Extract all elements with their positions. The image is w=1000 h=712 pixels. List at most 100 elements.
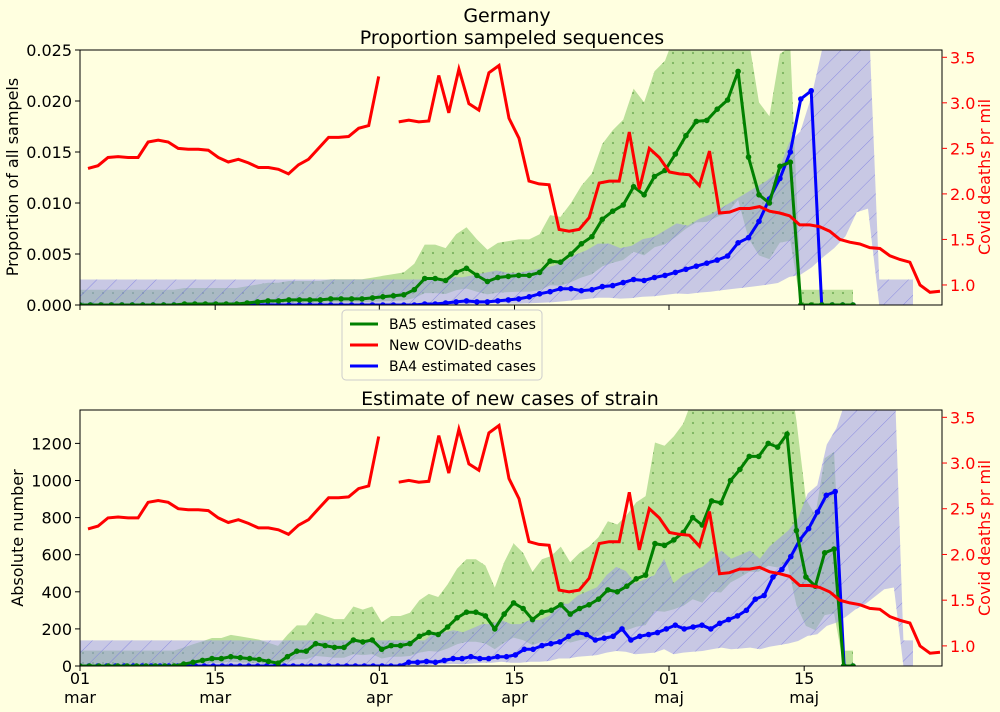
ba5-point — [254, 299, 261, 305]
ba5-point — [505, 273, 512, 280]
ba5-point — [105, 663, 112, 666]
ba4-point — [397, 663, 403, 666]
ba4-point — [536, 291, 543, 297]
y-tick-label: 1200 — [31, 434, 72, 453]
ba5-point — [435, 631, 442, 638]
ba5-point — [787, 159, 794, 165]
x-tick-month: maj — [789, 688, 819, 707]
ba5-point — [369, 295, 376, 301]
chart-title-bottom: Estimate of new cases of strain — [361, 388, 659, 410]
ba4-point — [526, 294, 532, 300]
y2-tick-label: 3.5 — [950, 408, 975, 427]
ba5-point — [416, 633, 423, 640]
y-tick-label: 1000 — [31, 471, 72, 490]
ba5-point — [96, 663, 102, 666]
ba5-point — [609, 208, 616, 214]
ba5-point — [829, 302, 835, 305]
ba4-point — [654, 629, 661, 636]
ba4-point — [219, 663, 225, 666]
ba4-point — [548, 640, 554, 647]
ba5-point — [322, 642, 328, 649]
ba5-point — [369, 637, 376, 643]
ba4-point — [734, 613, 741, 619]
ba4-point — [390, 302, 397, 305]
ba4-point — [369, 302, 376, 305]
ba5-point — [689, 514, 696, 521]
ba4-point — [565, 633, 572, 640]
ba5-point — [586, 602, 592, 608]
ba4-point — [210, 663, 217, 666]
ba5-point — [765, 440, 771, 447]
ba4-point — [637, 633, 643, 640]
ba5-point — [397, 642, 404, 649]
ba5-point — [714, 106, 720, 112]
ba5-point — [558, 602, 564, 608]
ba5-point — [162, 663, 168, 666]
y-tick-label: 0.005 — [26, 245, 72, 264]
ba4-point — [798, 96, 804, 102]
deaths-line — [87, 62, 941, 294]
ba5-point — [755, 453, 762, 460]
ba4-point — [338, 302, 344, 305]
ba4-point — [463, 298, 470, 304]
ba5-point — [86, 663, 93, 666]
y2-tick-label: 2.5 — [950, 500, 975, 519]
ba5-point — [784, 431, 790, 437]
ba5-point — [495, 274, 501, 281]
y-tick-label: 0.025 — [26, 41, 72, 60]
ba5-point — [463, 265, 470, 272]
ba4-point — [423, 658, 430, 665]
ba4-point — [246, 663, 252, 666]
ba5-point — [777, 163, 783, 170]
ba5-point — [143, 663, 149, 666]
ba5-point — [708, 498, 715, 504]
ba4-point — [663, 626, 670, 632]
ba4-point — [610, 633, 616, 640]
ba5-point — [192, 301, 198, 305]
top-y2-axis: 1.0 1.5 2.0 2.5 3.0 3.5 — [942, 48, 975, 295]
ba5-point — [139, 302, 146, 305]
ba5-point — [359, 296, 365, 302]
ba5-point — [87, 302, 94, 305]
ba4-point — [662, 272, 668, 279]
ba5-point — [536, 269, 543, 276]
ba4-point — [512, 652, 519, 658]
ba4-point — [494, 653, 501, 660]
ba5-point — [510, 600, 517, 606]
ba5-point — [327, 296, 334, 302]
ba4-point — [752, 596, 759, 602]
ba4-point — [411, 302, 418, 305]
legend-label-deaths: New COVID-deaths — [389, 338, 522, 354]
ba5-point — [202, 301, 209, 305]
ba5-point — [661, 542, 668, 549]
top-series-lines — [80, 62, 941, 305]
ba5-point — [821, 550, 828, 556]
ba4-point — [505, 297, 512, 303]
ba5-point — [652, 540, 658, 547]
ba4-point — [361, 663, 368, 666]
ba4-point — [348, 302, 355, 305]
x-tick-month: mar — [199, 688, 231, 707]
ba4-point — [307, 302, 313, 305]
ba4-point — [380, 302, 386, 305]
ba5-point — [296, 297, 303, 303]
ba4-point — [557, 285, 564, 292]
ba5-point — [286, 297, 292, 303]
x-tick-month: mar — [64, 688, 96, 707]
ba5-point — [831, 546, 837, 552]
ba5-point — [463, 609, 470, 615]
ba5-point — [453, 269, 459, 276]
ba5-point — [265, 298, 271, 304]
ba4-point — [557, 639, 563, 645]
ba5-point — [501, 611, 508, 617]
ba4-point — [477, 655, 483, 662]
ba5-point — [454, 615, 460, 621]
ba5-point — [80, 302, 83, 305]
ba5-point — [152, 663, 159, 666]
ba5-point — [557, 259, 564, 266]
ba4-point — [779, 566, 785, 573]
y-tick-label: 800 — [41, 509, 72, 528]
ba5-point — [411, 286, 418, 293]
ba4-point — [379, 663, 385, 666]
ba5-point — [798, 302, 804, 305]
